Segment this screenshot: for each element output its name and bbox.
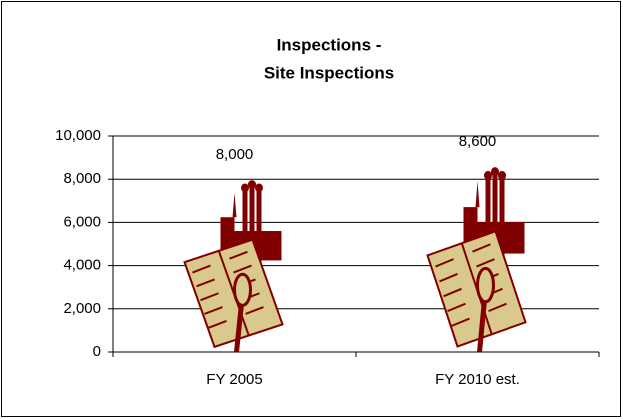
y-tick-label: 6,000 [63, 213, 101, 230]
y-tick-label: 2,000 [63, 300, 101, 317]
y-tick-label: 10,000 [55, 127, 101, 144]
value-label: 8,000 [216, 146, 254, 163]
smoke [241, 184, 249, 193]
x-tick-label: FY 2010 est. [435, 371, 520, 388]
page: Inspections - Site Inspections 0 2,000 4,0… [0, 0, 623, 419]
y-tick-label: 0 [93, 343, 101, 360]
x-tick-label: FY 2005 [206, 371, 262, 388]
y-tick-label: 8,000 [63, 170, 101, 187]
smoke [484, 171, 492, 180]
value-label: 8,600 [459, 133, 497, 150]
y-tick-label: 4,000 [63, 257, 101, 274]
chart-title: Site Inspections [264, 63, 394, 82]
smoke [255, 184, 263, 193]
magnifier-lens [235, 274, 251, 305]
magnifier-lens [478, 268, 494, 301]
chart-title: Inspections - [277, 35, 382, 54]
smoke [248, 180, 256, 189]
smoke [491, 167, 499, 176]
smoke [498, 171, 506, 180]
chart: Inspections - Site Inspections 0 2,000 4,0… [0, 0, 623, 419]
